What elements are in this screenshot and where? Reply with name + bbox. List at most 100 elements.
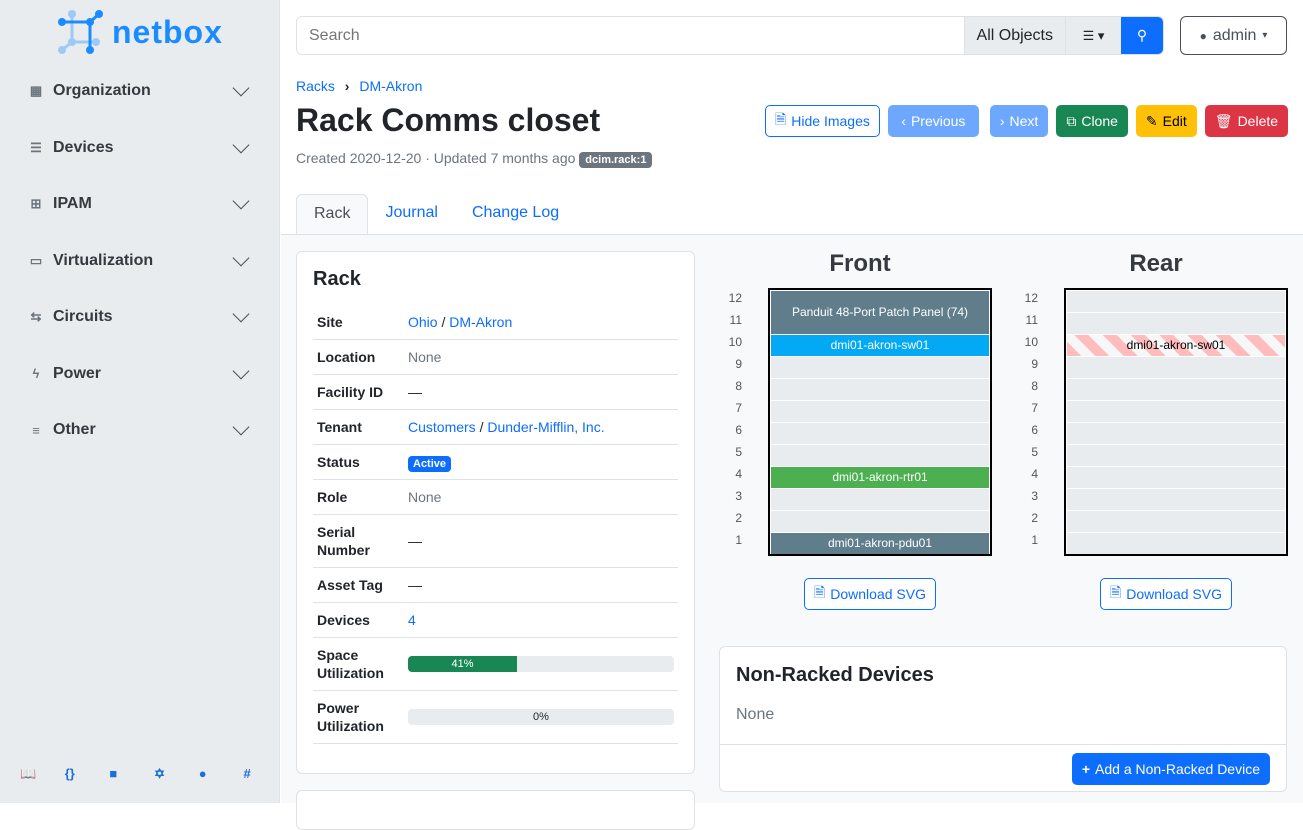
empty-slot[interactable] — [1067, 379, 1285, 400]
site-link[interactable]: DM-Akron — [449, 314, 513, 330]
rack-device[interactable]: dmi01-akron-sw01 — [1067, 335, 1285, 356]
tab-journal[interactable]: Journal — [385, 204, 438, 221]
unit-number: 10 — [728, 335, 742, 349]
lines-icon: ≡ — [32, 422, 40, 438]
tenant-link[interactable]: Dunder-Mifflin, Inc. — [487, 419, 605, 435]
lightning-icon: ϟ — [32, 366, 40, 381]
add-non-racked-device-button[interactable]: + Add a Non-Racked Device — [1071, 753, 1270, 785]
chevron-down-icon — [232, 418, 250, 436]
clone-button[interactable]: ⧉ Clone — [1056, 105, 1128, 137]
empty-slot[interactable] — [1067, 313, 1285, 334]
tab-change-log[interactable]: Change Log — [471, 204, 560, 221]
sidebar-item-circuits[interactable]: ⇆ Circuits — [28, 305, 252, 326]
empty-slot[interactable] — [771, 489, 989, 510]
empty-slot[interactable] — [771, 445, 989, 466]
status-label: Status — [313, 444, 404, 480]
region-link[interactable]: Ohio — [408, 314, 438, 330]
rack-device[interactable]: dmi01-akron-rtr01 — [771, 467, 989, 488]
location-label: Location — [313, 339, 404, 375]
tenant-group-link[interactable]: Customers — [408, 419, 476, 435]
table-row: Asset Tag — — [313, 567, 678, 603]
asset-tag-value: — — [404, 567, 678, 603]
empty-slot[interactable] — [771, 511, 989, 532]
chevron-right-icon: › — [344, 78, 350, 94]
search-icon: ⚲ — [1136, 27, 1148, 43]
empty-slot[interactable] — [1067, 423, 1285, 444]
caret-down-icon: ▾ — [1262, 30, 1268, 41]
empty-slot[interactable] — [771, 423, 989, 444]
chevron-down-icon — [232, 305, 250, 323]
search-scope-select[interactable]: All Objects — [963, 17, 1065, 54]
facility-id-value: — — [404, 374, 678, 410]
sidebar-item-virtualization[interactable]: ▭ Virtualization — [28, 249, 252, 270]
hide-images-button[interactable]: 🗎 Hide Images — [765, 105, 880, 137]
filter-icon: ☰ ▾ — [1082, 27, 1105, 43]
table-row: Site Ohio / DM-Akron — [313, 305, 678, 340]
docs-icon[interactable]: 📖 — [20, 766, 37, 781]
unit-number: 9 — [735, 357, 742, 371]
rack-device[interactable]: dmi01-akron-sw01 — [771, 335, 989, 356]
file-icon: 🗎 — [814, 584, 826, 600]
sidebar-item-devices[interactable]: ☰ Devices — [28, 136, 252, 157]
next-button[interactable]: › Next — [989, 105, 1049, 137]
unit-number: 12 — [728, 291, 742, 305]
rack-device[interactable]: dmi01-akron-pdu01 — [771, 533, 989, 554]
devices-count-link[interactable]: 4 — [408, 612, 416, 628]
unit-number: 1 — [1031, 533, 1038, 547]
download-rear-svg-button[interactable]: 🗎 Download SVG — [1100, 578, 1232, 610]
unit-number: 1 — [735, 533, 742, 547]
non-racked-value: None — [736, 706, 775, 723]
empty-slot[interactable] — [771, 401, 989, 422]
add-label: Add a Non-Racked Device — [1095, 761, 1260, 777]
sidebar-item-other[interactable]: ≡ Other — [28, 418, 252, 439]
edit-label: Edit — [1162, 113, 1187, 129]
file-icon: 🗎 — [1110, 584, 1122, 600]
netbox-logo-icon — [58, 10, 103, 54]
search-button[interactable]: ⚲ — [1121, 17, 1163, 54]
rack-attributes-table: Site Ohio / DM-Akron Location None Facilit… — [313, 305, 678, 744]
github-icon[interactable]: ● — [198, 766, 207, 781]
empty-slot[interactable] — [1067, 489, 1285, 510]
hide-images-label: Hide Images — [791, 113, 870, 129]
non-racked-card: Non-Racked Devices None + Add a Non-Racke… — [719, 646, 1287, 792]
empty-slot[interactable] — [1067, 467, 1285, 488]
netbox-logo[interactable]: netbox — [58, 10, 223, 54]
page-title: Rack Comms closet — [296, 102, 601, 138]
table-row: Tenant Customers / Dunder-Mifflin, Inc. — [313, 409, 678, 445]
slack-icon[interactable]: # — [243, 766, 251, 781]
unit-number: 3 — [735, 489, 742, 503]
sidebar-item-ipam[interactable]: ⊞ IPAM — [28, 192, 252, 213]
empty-slot[interactable] — [771, 379, 989, 400]
previous-button[interactable]: ‹ Previous — [887, 105, 979, 137]
sidebar-item-organization[interactable]: ▦ Organization — [28, 79, 252, 100]
empty-slot[interactable] — [771, 357, 989, 378]
breadcrumb-site[interactable]: DM-Akron — [359, 78, 423, 94]
unit-number: 2 — [735, 511, 742, 525]
delete-button[interactable]: 🗑 Delete — [1204, 105, 1289, 137]
graphql-icon[interactable]: ✡ — [154, 766, 165, 781]
book-icon[interactable]: ■ — [109, 766, 118, 781]
clone-label: Clone — [1081, 113, 1118, 129]
location-value: None — [404, 339, 678, 375]
empty-slot[interactable] — [1067, 357, 1285, 378]
edit-button[interactable]: ✎ Edit — [1135, 105, 1197, 137]
empty-slot[interactable] — [1067, 533, 1285, 554]
empty-slot[interactable] — [1067, 291, 1285, 312]
previous-label: Previous — [910, 113, 966, 129]
user-menu[interactable]: ● admin ▾ — [1180, 16, 1287, 55]
empty-slot[interactable] — [1067, 445, 1285, 466]
filter-dropdown[interactable]: ☰ ▾ — [1065, 17, 1121, 54]
chevron-down-icon — [232, 192, 250, 210]
sidebar-item-label: Other — [53, 421, 96, 438]
breadcrumb-racks[interactable]: Racks — [296, 78, 335, 94]
tab-rack[interactable]: Rack — [296, 194, 369, 234]
rack-device[interactable]: Panduit 48-Port Patch Panel (74) — [771, 291, 989, 334]
empty-slot[interactable] — [1067, 401, 1285, 422]
empty-slot[interactable] — [1067, 511, 1285, 532]
rack-card: Rack Site Ohio / DM-Akron Location None Fa… — [296, 251, 695, 774]
search-input[interactable] — [297, 17, 964, 54]
sidebar-item-power[interactable]: ϟ Power — [28, 362, 252, 383]
plus-icon: + — [1081, 761, 1091, 777]
api-icon[interactable]: {} — [64, 766, 75, 781]
download-front-svg-button[interactable]: 🗎 Download SVG — [804, 578, 936, 610]
